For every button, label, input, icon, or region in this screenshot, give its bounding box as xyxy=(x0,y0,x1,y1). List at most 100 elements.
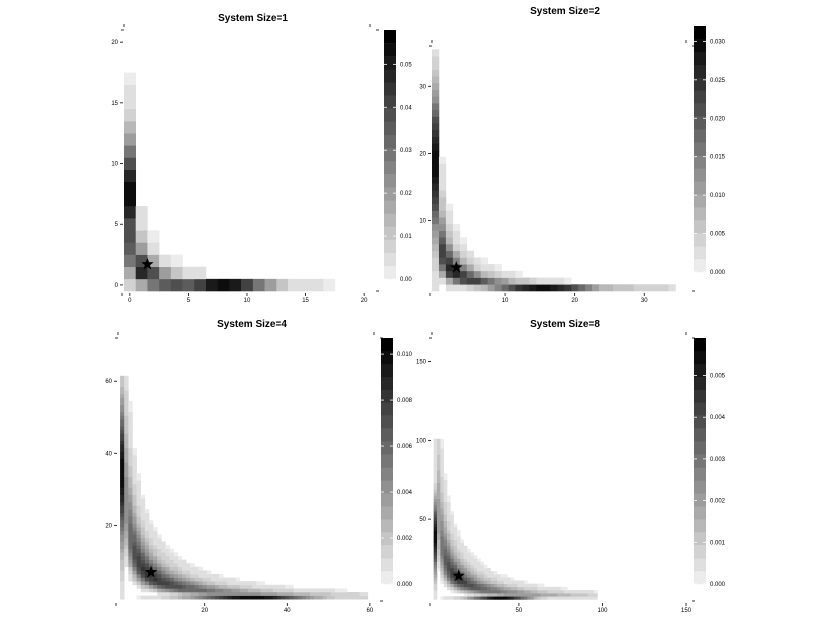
heatmap-cell xyxy=(136,494,142,499)
heatmap-cell xyxy=(463,577,468,581)
heatmap-cell xyxy=(515,277,523,285)
heatmap-cell xyxy=(473,558,478,562)
heatmap-cell xyxy=(120,548,125,553)
heatmap-cell xyxy=(252,595,257,600)
heatmap-cell xyxy=(560,586,565,591)
heatmap-cell xyxy=(124,440,129,445)
heatmap-cell xyxy=(128,455,133,459)
heatmap-cell xyxy=(140,519,146,524)
heatmap-cell xyxy=(132,487,137,492)
colorbar-swatch xyxy=(381,441,393,455)
heatmap-cell xyxy=(437,530,441,534)
heatmap-cell xyxy=(447,558,451,562)
heatmap-cell xyxy=(443,492,448,496)
heatmap-cell xyxy=(182,563,187,568)
heatmap-cell xyxy=(507,577,511,581)
heatmap-cell xyxy=(647,284,655,292)
heatmap-cell xyxy=(334,595,340,600)
heatmap-cell xyxy=(437,567,441,572)
heatmap-cell xyxy=(438,237,447,245)
heatmap-cell xyxy=(206,573,212,578)
heatmap-cell xyxy=(497,583,501,588)
heatmap-cell xyxy=(470,580,475,584)
colorbar-swatch xyxy=(384,95,396,109)
heatmap-cell xyxy=(433,470,438,474)
heatmap-cell xyxy=(477,583,481,588)
heatmap-cell xyxy=(194,577,199,582)
heatmap-cell xyxy=(330,595,336,600)
heatmap-cell xyxy=(470,558,475,562)
heatmap-cell xyxy=(318,588,323,593)
heatmap-cell xyxy=(140,534,146,539)
heatmap-cell xyxy=(437,489,441,493)
heatmap-cell xyxy=(165,563,170,568)
heatmap-cell xyxy=(132,523,137,528)
heatmap-cell xyxy=(297,591,303,596)
heatmap-cell xyxy=(450,511,455,515)
heatmap-cell xyxy=(459,270,468,278)
heatmap-cell xyxy=(140,570,146,575)
heatmap-cell xyxy=(144,527,150,532)
heatmap-cell xyxy=(120,437,125,441)
heatmap-cell xyxy=(120,465,125,470)
heatmap-cell xyxy=(194,591,199,596)
heatmap-cell xyxy=(457,580,461,584)
heatmap-cell xyxy=(467,571,471,575)
heatmap-cell xyxy=(453,561,458,566)
heatmap-cell xyxy=(124,494,129,499)
heatmap-cell xyxy=(450,517,455,521)
heatmap-cell xyxy=(132,455,137,459)
heatmap-cell xyxy=(161,584,166,589)
heatmap-cell xyxy=(120,426,125,431)
heatmap-cell xyxy=(148,519,154,524)
heatmap-cell xyxy=(557,589,561,594)
heatmap-cell xyxy=(120,480,125,485)
heatmap-cell xyxy=(443,583,448,588)
colorbar-swatch xyxy=(694,493,706,507)
heatmap-cell xyxy=(136,545,142,550)
heatmap-cell xyxy=(136,534,142,539)
heatmap-cell xyxy=(463,549,468,553)
heatmap-cell xyxy=(124,476,129,481)
heatmap-cell xyxy=(128,566,133,571)
heatmap-cell xyxy=(440,552,444,556)
heatmap-cell xyxy=(128,555,133,560)
heatmap-cell xyxy=(530,586,535,591)
heatmap-cell xyxy=(144,588,150,593)
heatmap-cell xyxy=(450,533,455,537)
heatmap-cell xyxy=(574,593,578,597)
heatmap-cell xyxy=(440,467,444,471)
heatmap-cell xyxy=(128,516,133,521)
heatmap-cell xyxy=(120,595,125,600)
heatmap-cell xyxy=(153,570,158,575)
colorbar-swatch xyxy=(384,239,396,253)
heatmap-cell xyxy=(433,580,438,584)
heatmap-cell xyxy=(153,577,158,582)
colorbar-swatch xyxy=(694,467,706,481)
heatmap-cell xyxy=(587,593,592,597)
heatmap-cell xyxy=(473,264,482,272)
heatmap-cell xyxy=(432,237,440,245)
heatmap-cell xyxy=(161,563,166,568)
heatmap-cell xyxy=(438,244,447,252)
heatmap-cell xyxy=(169,588,175,593)
heatmap-cell xyxy=(537,593,541,597)
heatmap-cell xyxy=(314,595,319,600)
heatmap-cell xyxy=(148,527,154,532)
heatmap-cell xyxy=(467,555,471,559)
heatmap-cell xyxy=(128,426,133,431)
heatmap-cell xyxy=(550,284,558,292)
heatmap-cell xyxy=(447,508,451,512)
heatmap-cell xyxy=(248,595,253,600)
heatmap-cell xyxy=(437,438,441,443)
heatmap-cell xyxy=(560,596,565,600)
heatmap-cell xyxy=(132,462,137,467)
heatmap-cell xyxy=(120,429,125,434)
heatmap-cell xyxy=(347,591,352,596)
heatmap-cell xyxy=(128,404,133,409)
heatmap-cell xyxy=(190,584,195,589)
heatmap-cell xyxy=(459,284,468,292)
heatmap-cell xyxy=(148,588,154,593)
heatmap-cell xyxy=(445,270,454,278)
